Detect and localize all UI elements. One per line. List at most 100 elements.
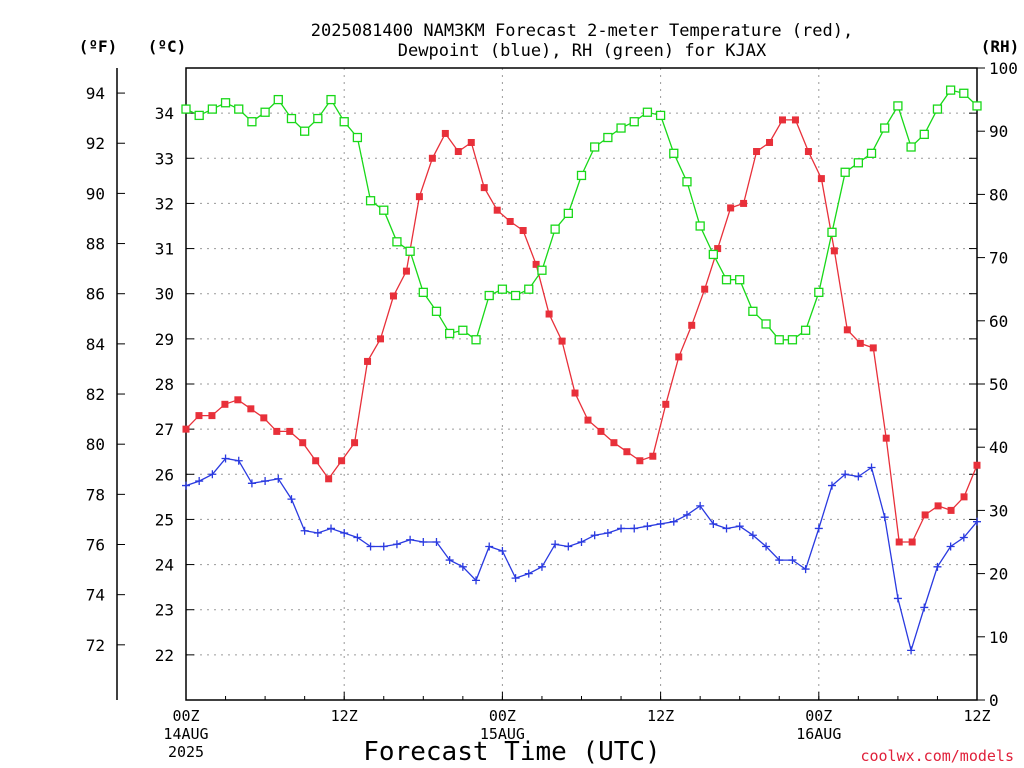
rh-point [695,221,705,231]
rh-point [853,158,863,168]
rh-point [313,113,323,124]
rh-point [431,306,442,316]
temperature-point [364,357,372,365]
source-credit: coolwx.com/models [860,747,1014,765]
rh-tick-label: 60 [989,312,1008,331]
temperature-point [675,353,683,361]
rh-point [972,101,982,111]
rh-point [880,123,890,133]
dewpoint-point [854,472,863,481]
temperature-point [480,184,488,192]
temperature-point [934,502,942,510]
celsius-tick-label: 32 [155,194,174,213]
rh-point [445,328,455,339]
rh-point [919,129,929,140]
rh-point [471,335,481,345]
rh-point [906,142,916,152]
rh-point [510,290,521,301]
rh-point [959,88,969,98]
temperature-point [325,475,333,483]
rh-point [642,107,653,117]
rh-point [524,284,534,294]
celsius-tick-label: 28 [155,375,174,394]
celsius-tick-label: 23 [155,601,174,620]
temperature-point [454,148,462,156]
rh-point [194,110,204,121]
dewpoint-point [762,542,771,551]
dewpoint-point [722,524,731,533]
rh-point [286,113,297,124]
rh-point [721,275,732,285]
temperature-point [208,412,216,420]
dewpoint-point [801,565,810,574]
dewpoint-point [959,533,968,542]
temperature-point [493,206,501,214]
temperature-point [843,326,851,334]
dewpoint-point [353,533,362,542]
dewpoint-point [458,562,467,571]
rh-point [299,126,310,136]
dewpoint-point [234,456,243,465]
temperature-point [415,193,423,201]
x-tick-label: 00Z [489,707,516,725]
temperature-point [804,148,812,156]
rh-point [603,132,613,143]
rh-point [458,325,468,335]
temperature-point [973,461,981,469]
temperature-point [377,335,385,343]
dewpoint-point [656,519,665,528]
rh-point [787,335,798,345]
dewpoint-point [195,477,204,486]
dewpoint-point [880,513,889,522]
dewpoint-point [617,524,626,533]
rh-tick-label: 50 [989,375,1008,394]
dewpoint-point [445,556,454,565]
dewpoint-point [432,538,441,546]
dewpoint-point [946,542,955,551]
celsius-tick-label: 22 [155,646,174,665]
rh-point [220,98,231,108]
temperature-point [688,321,696,329]
rh-tick-label: 80 [989,185,1008,204]
celsius-tick-label: 33 [155,149,174,168]
rh-point [484,290,494,301]
fahrenheit-tick-label: 90 [86,184,105,203]
dewpoint-point [669,517,678,526]
temperature-point [402,267,410,275]
temperature-point [662,400,670,408]
dewpoint-point [682,510,691,519]
dewpoint-point [841,470,850,479]
rh-point [682,177,692,187]
rh-point [827,227,837,237]
rh-point [392,237,402,247]
temperature-point [532,260,540,268]
rh-point [735,275,745,285]
fahrenheit-unit-label: (ºF) [79,37,118,56]
x-tick-label: 2025 [168,743,204,761]
temperature-point [428,154,436,162]
temperature-point [571,389,579,397]
rh-point [748,306,758,316]
fahrenheit-tick-label: 80 [86,435,105,454]
rh-point [655,110,666,121]
rh-tick-label: 70 [989,249,1008,268]
x-tick-label: 00Z [805,707,832,725]
temperature-point [519,227,527,235]
temperature-point [584,416,592,424]
dewpoint-point [603,528,612,537]
temperature-point [856,339,864,347]
temperature-point [558,337,566,345]
dewpoint-point [775,556,784,565]
temperature-point [467,138,475,146]
temperature-point [234,396,242,404]
temperature-point [895,538,903,546]
rh-point [814,287,824,298]
dewpoint-point [524,569,533,578]
dewpoint-point [392,540,401,549]
temperature-point [312,457,320,465]
temperature-point [286,427,294,435]
rh-point [761,319,771,329]
celsius-tick-label: 30 [155,285,174,304]
rh-point [207,104,218,114]
